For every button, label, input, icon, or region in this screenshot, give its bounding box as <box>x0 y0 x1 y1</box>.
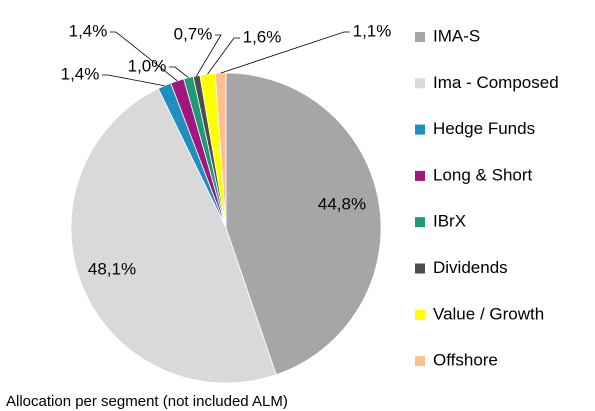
leader-line <box>102 74 165 87</box>
chart-title: Allocation per segment (not included ALM… <box>6 393 288 410</box>
data-label: 1,1% <box>353 21 392 40</box>
legend-swatch <box>415 32 425 42</box>
data-label: 1,4% <box>61 64 100 83</box>
legend-label: IBrX <box>433 212 466 231</box>
pie-slice <box>225 72 382 376</box>
data-label: 44,8% <box>318 194 366 213</box>
leader-line <box>196 34 222 77</box>
legend-label: Hedge Funds <box>433 119 535 138</box>
pie-slice <box>214 72 227 229</box>
leader-line <box>169 66 189 78</box>
legend-swatch <box>415 356 425 367</box>
legend-label: Ima - Composed <box>433 73 559 92</box>
pie-slice <box>70 88 277 384</box>
data-label: 1,6% <box>243 27 282 46</box>
data-label: 0,7% <box>174 24 213 43</box>
data-label: 1,0% <box>128 56 167 75</box>
legend-swatch <box>415 170 425 181</box>
legend-label: Value / Growth <box>433 304 544 323</box>
leader-line <box>207 37 240 75</box>
legend-label: Offshore <box>433 351 498 370</box>
legend-swatch <box>415 263 425 274</box>
legend-swatch <box>415 217 425 228</box>
legend-swatch <box>415 124 425 135</box>
data-label: 48,1% <box>88 259 136 278</box>
legend-label: Dividends <box>433 258 508 277</box>
legend-swatch <box>415 78 425 89</box>
legend-swatch <box>415 309 425 320</box>
leader-line <box>110 31 178 82</box>
leader-line <box>220 31 350 74</box>
legend-label: IMA-S <box>433 26 480 45</box>
data-label: 1,4% <box>69 21 108 40</box>
legend-label: Long & Short <box>433 165 533 184</box>
